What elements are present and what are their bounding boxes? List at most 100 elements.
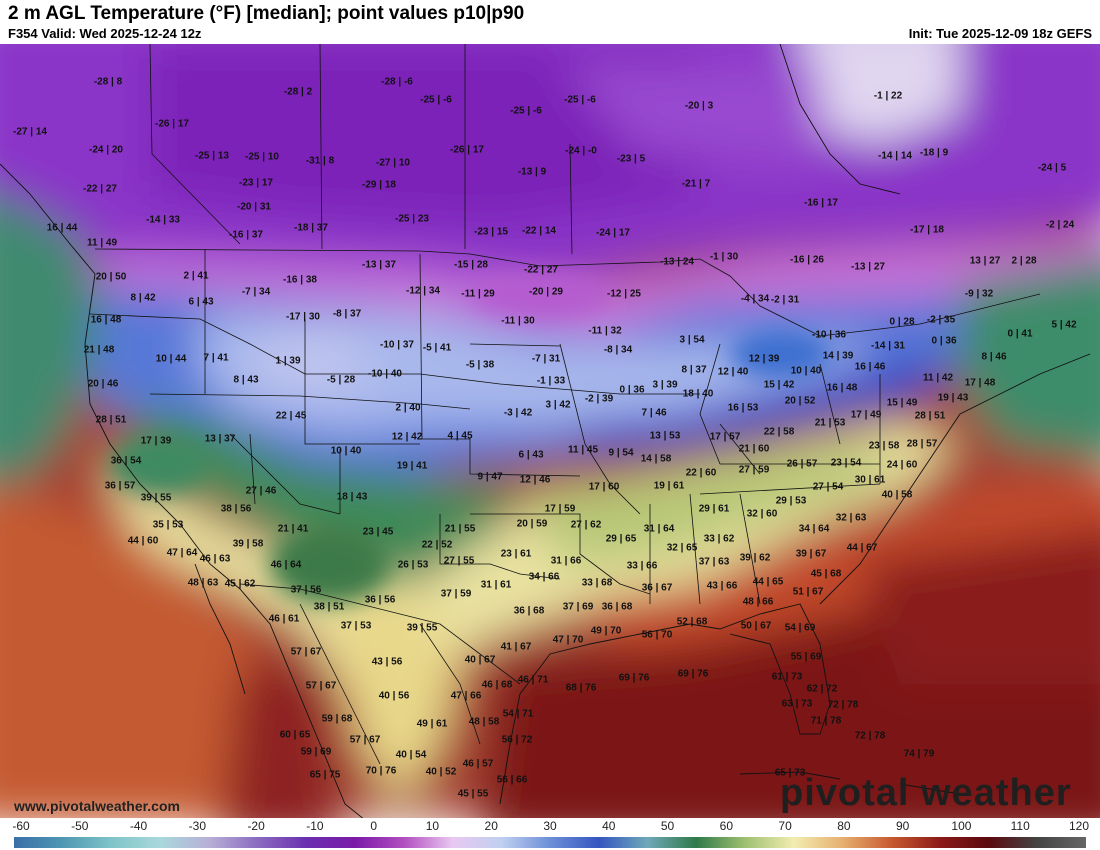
point-value-label: 37 | 63 bbox=[698, 556, 730, 568]
point-value-label: 24 | 60 bbox=[886, 459, 918, 471]
point-value-label: 37 | 59 bbox=[440, 588, 472, 600]
point-value-label: 7 | 46 bbox=[641, 407, 667, 419]
colorbar-tick-label: 20 bbox=[484, 819, 498, 833]
political-boundaries bbox=[89, 44, 1041, 765]
colorbar-tick-label: 50 bbox=[660, 819, 675, 833]
point-value-label: 16 | 48 bbox=[90, 314, 122, 326]
point-value-label: 46 | 63 bbox=[199, 553, 231, 565]
point-value-label: 23 | 45 bbox=[362, 526, 394, 538]
point-value-label: 33 | 66 bbox=[626, 560, 658, 572]
point-value-label: 34 | 66 bbox=[528, 571, 560, 583]
point-value-label: 16 | 48 bbox=[826, 382, 858, 394]
point-value-label: 15 | 42 bbox=[763, 379, 795, 391]
point-value-label: -14 | 31 bbox=[871, 340, 905, 352]
point-value-label: 27 | 62 bbox=[570, 519, 602, 531]
point-value-label: 60 | 65 bbox=[279, 729, 311, 741]
point-value-label: -1 | 33 bbox=[536, 375, 566, 387]
point-value-label: 22 | 58 bbox=[763, 426, 795, 438]
point-value-label: 6 | 43 bbox=[518, 449, 544, 461]
point-value-label: -25 | -6 bbox=[564, 94, 596, 106]
point-value-label: 51 | 67 bbox=[792, 586, 824, 598]
point-value-label: 43 | 66 bbox=[706, 580, 738, 592]
point-value-label: -4 | 34 bbox=[740, 293, 770, 305]
point-value-label: 45 | 55 bbox=[457, 788, 489, 800]
point-value-label: -28 | 8 bbox=[93, 76, 123, 88]
point-value-label: 12 | 46 bbox=[519, 474, 551, 486]
point-value-label: 59 | 68 bbox=[321, 713, 353, 725]
point-value-label: -11 | 32 bbox=[588, 325, 622, 337]
point-value-label: -22 | 14 bbox=[522, 225, 556, 237]
point-value-label: -24 | 17 bbox=[596, 227, 630, 239]
point-value-label: 22 | 45 bbox=[275, 410, 307, 422]
point-value-label: 46 | 57 bbox=[462, 758, 494, 770]
point-value-label: -16 | 26 bbox=[790, 254, 824, 266]
point-value-label: 20 | 52 bbox=[784, 395, 816, 407]
point-value-label: 39 | 62 bbox=[739, 552, 771, 564]
point-value-label: 8 | 37 bbox=[681, 364, 707, 376]
point-value-label: 17 | 39 bbox=[140, 435, 172, 447]
point-value-label: 32 | 60 bbox=[746, 508, 778, 520]
point-value-label: -27 | 14 bbox=[13, 126, 47, 138]
point-value-label: -22 | 27 bbox=[524, 264, 558, 276]
point-value-label: 30 | 61 bbox=[854, 474, 886, 486]
point-value-label: 47 | 66 bbox=[450, 690, 482, 702]
point-value-label: 56 | 70 bbox=[641, 629, 673, 641]
point-value-label: 13 | 53 bbox=[649, 430, 681, 442]
point-value-label: 10 | 40 bbox=[330, 445, 362, 457]
point-value-label: 55 | 69 bbox=[790, 651, 822, 663]
temperature-map: -28 | 8 -28 | 2 -28 | -6 -25 | -6 -25 | -6 -2… bbox=[0, 44, 1100, 818]
init-time: Init: Tue 2025-12-09 18z GEFS bbox=[908, 26, 1092, 41]
point-value-label: 31 | 64 bbox=[643, 523, 675, 535]
point-value-label: 13 | 37 bbox=[204, 433, 236, 445]
point-value-label: 48 | 63 bbox=[187, 577, 219, 589]
point-value-label: 27 | 54 bbox=[812, 481, 844, 493]
colorbar-tick-label: 100 bbox=[951, 819, 972, 833]
point-value-label: 12 | 42 bbox=[391, 431, 423, 443]
point-value-label: -25 | -6 bbox=[510, 105, 542, 117]
point-value-label: -28 | 2 bbox=[283, 86, 313, 98]
point-value-label: 37 | 69 bbox=[562, 601, 594, 613]
point-value-label: 31 | 61 bbox=[480, 579, 512, 591]
colorbar-tick-label: 0 bbox=[370, 819, 377, 833]
point-value-label: -7 | 31 bbox=[531, 353, 561, 365]
point-value-label: 18 | 43 bbox=[336, 491, 368, 503]
point-value-label: -16 | 37 bbox=[229, 229, 263, 241]
point-value-label: 17 | 49 bbox=[850, 409, 882, 421]
colorbar-tick-label: 60 bbox=[719, 819, 734, 833]
point-value-label: 0 | 41 bbox=[1007, 328, 1033, 340]
point-value-label: 61 | 73 bbox=[771, 671, 803, 683]
point-value-label: -10 | 37 bbox=[380, 339, 414, 351]
point-value-label: 19 | 41 bbox=[396, 460, 428, 472]
point-value-label: 29 | 61 bbox=[698, 503, 730, 515]
colorbar-tick-label: 70 bbox=[778, 819, 792, 833]
point-value-label: 57 | 67 bbox=[349, 734, 381, 746]
point-value-label: 36 | 67 bbox=[641, 582, 673, 594]
point-value-label: 37 | 56 bbox=[290, 584, 322, 596]
point-value-label: 27 | 55 bbox=[443, 555, 475, 567]
point-value-label: -24 | -0 bbox=[565, 145, 597, 157]
point-value-label: 38 | 51 bbox=[313, 601, 345, 613]
point-value-label: 28 | 51 bbox=[914, 410, 946, 422]
point-value-label: -24 | 20 bbox=[89, 144, 123, 156]
point-value-label: -10 | 40 bbox=[368, 368, 402, 380]
point-value-label: 62 | 72 bbox=[806, 683, 838, 695]
point-value-label: 17 | 59 bbox=[544, 503, 576, 515]
point-value-label: -16 | 38 bbox=[283, 274, 317, 286]
point-value-label: 14 | 58 bbox=[640, 453, 672, 465]
point-value-label: 40 | 52 bbox=[425, 766, 457, 778]
point-value-label: 22 | 60 bbox=[685, 467, 717, 479]
point-value-label: 36 | 68 bbox=[513, 605, 545, 617]
point-value-label: 0 | 36 bbox=[619, 384, 645, 396]
point-value-label: 57 | 67 bbox=[290, 646, 322, 658]
colorbar-tick-label: -40 bbox=[129, 819, 148, 833]
point-value-label: -21 | 7 bbox=[681, 178, 711, 190]
point-value-label: 0 | 28 bbox=[889, 316, 915, 328]
point-value-label: -8 | 37 bbox=[332, 308, 362, 320]
point-value-label: -3 | 42 bbox=[503, 407, 533, 419]
point-value-label: 41 | 67 bbox=[500, 641, 532, 653]
point-value-label: -2 | 24 bbox=[1045, 219, 1075, 231]
point-value-label: 2 | 41 bbox=[183, 270, 209, 282]
point-value-label: 65 | 73 bbox=[774, 767, 806, 779]
point-value-label: -12 | 34 bbox=[406, 285, 440, 297]
point-value-label: 72 | 78 bbox=[854, 730, 886, 742]
